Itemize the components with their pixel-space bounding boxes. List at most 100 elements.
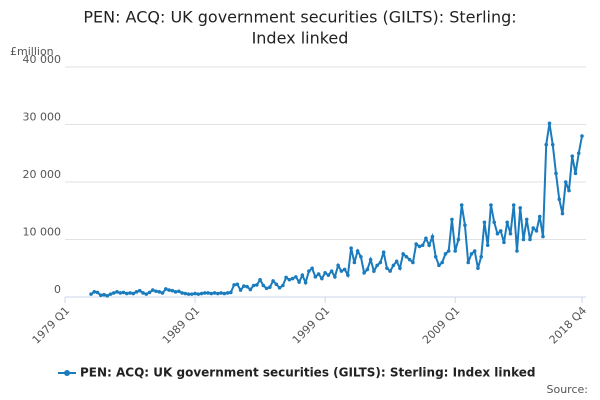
data-point — [508, 231, 513, 236]
data-point — [573, 171, 578, 176]
data-point — [261, 283, 266, 288]
data-point — [160, 291, 165, 295]
data-point — [391, 263, 396, 268]
data-point — [427, 243, 431, 248]
y-unit: £million — [10, 45, 54, 58]
data-point — [521, 237, 526, 242]
x-tick-label: 1979 Q1 — [30, 304, 73, 347]
legend-marker — [64, 370, 70, 376]
data-point — [92, 290, 97, 294]
data-point — [417, 244, 422, 249]
data-point — [433, 254, 438, 259]
data-point — [238, 288, 243, 292]
data-point — [150, 288, 155, 292]
data-point — [190, 292, 194, 296]
data-point — [469, 252, 474, 256]
data-point — [118, 291, 123, 295]
data-point — [518, 206, 523, 210]
data-point — [515, 249, 519, 253]
data-point — [479, 254, 484, 259]
data-point — [355, 249, 360, 253]
data-point — [443, 252, 448, 256]
data-point — [163, 287, 168, 291]
data-point — [544, 142, 549, 147]
data-point — [472, 249, 477, 253]
data-point — [531, 226, 536, 230]
data-point — [381, 250, 386, 254]
data-point — [394, 259, 399, 264]
data-point — [320, 276, 324, 281]
data-point — [297, 280, 301, 284]
data-point — [528, 237, 532, 242]
data-point — [268, 285, 272, 290]
data-point — [437, 263, 441, 268]
data-point — [567, 188, 571, 193]
data-point — [352, 260, 357, 265]
data-point — [346, 273, 350, 277]
data-point — [420, 243, 425, 248]
series-line — [90, 123, 583, 297]
data-point — [398, 266, 402, 271]
data-point — [476, 266, 480, 271]
data-point — [446, 249, 451, 253]
data-point — [323, 271, 327, 275]
data-point — [554, 171, 558, 176]
data-point — [271, 279, 275, 283]
data-point — [362, 271, 366, 275]
data-point — [414, 242, 418, 246]
legend-label: PEN: ACQ: UK government securities (GILT… — [80, 366, 535, 380]
data-point — [342, 267, 347, 272]
data-point — [115, 290, 119, 294]
y-tick-label: 20 000 — [23, 168, 62, 181]
y-tick-label: 10 000 — [23, 226, 62, 239]
data-point — [463, 223, 467, 227]
data-point — [385, 266, 389, 271]
data-point — [180, 291, 184, 295]
data-point — [141, 291, 145, 295]
chart-title: Index linked — [252, 29, 349, 48]
data-point — [242, 284, 246, 288]
data-point — [235, 282, 240, 287]
data-point — [524, 217, 529, 222]
data-point — [563, 180, 568, 184]
data-point — [258, 277, 262, 282]
data-point — [102, 292, 106, 297]
data-point — [489, 203, 493, 207]
data-point — [167, 288, 171, 292]
data-point — [281, 283, 285, 288]
data-point — [222, 291, 227, 296]
data-point — [485, 243, 490, 248]
data-point — [232, 283, 236, 287]
data-point — [313, 275, 318, 279]
data-point — [307, 269, 311, 273]
data-point — [193, 291, 197, 296]
data-point — [570, 154, 575, 158]
data-point — [557, 197, 562, 202]
data-point — [245, 284, 249, 289]
source: Source: — [547, 383, 589, 396]
data-point — [534, 229, 539, 233]
data-point — [349, 246, 353, 250]
data-point — [339, 269, 344, 273]
data-point — [430, 234, 435, 239]
data-point — [264, 286, 269, 291]
data-point — [547, 121, 552, 126]
data-point — [329, 269, 334, 273]
data-point — [495, 231, 500, 236]
data-point — [303, 280, 308, 285]
data-point — [248, 287, 253, 292]
data-point — [450, 217, 454, 222]
data-point — [209, 291, 214, 296]
data-point — [375, 263, 379, 268]
data-point — [225, 291, 230, 295]
data-point — [203, 291, 207, 295]
data-point — [196, 292, 201, 296]
data-point — [128, 291, 132, 295]
x-tick-label: 1989 Q1 — [160, 304, 203, 347]
data-point — [290, 276, 295, 281]
y-tick-label: 0 — [54, 283, 61, 296]
data-point — [105, 294, 110, 298]
data-point — [277, 286, 282, 290]
data-point — [219, 291, 223, 295]
